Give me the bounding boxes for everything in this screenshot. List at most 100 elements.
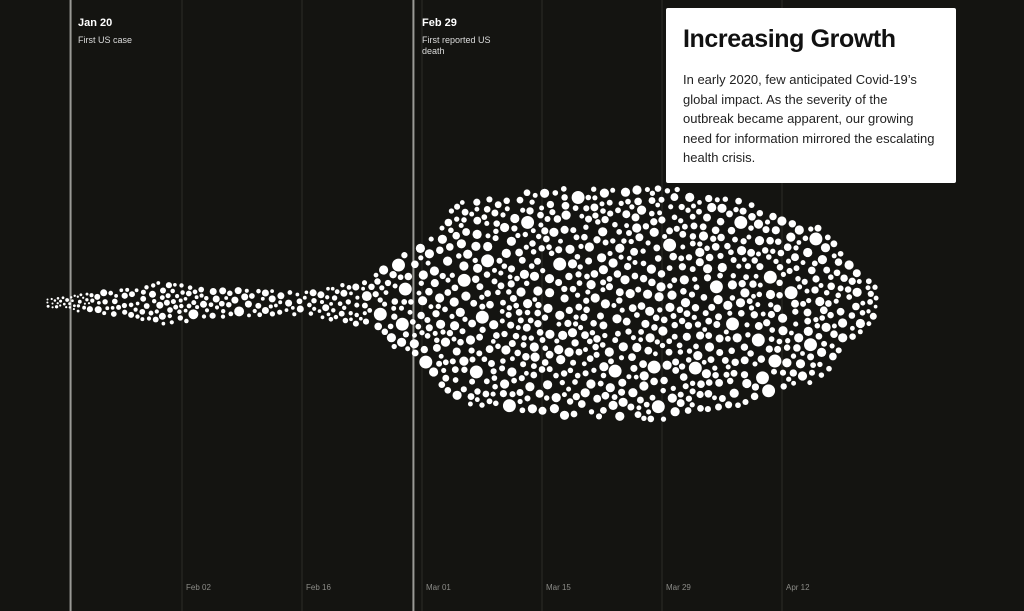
article-bubble: [561, 210, 571, 220]
article-bubble: [148, 290, 157, 298]
article-bubble: [649, 394, 656, 401]
article-bubble: [56, 297, 60, 300]
article-bubble: [668, 204, 674, 210]
article-bubble: [461, 217, 467, 223]
article-bubble: [793, 321, 799, 327]
article-bubble: [660, 316, 668, 324]
article-bubble: [578, 324, 584, 331]
article-bubble: [218, 300, 225, 307]
article-bubble: [105, 306, 110, 311]
article-bubble: [474, 206, 480, 212]
article-bubble: [111, 298, 118, 305]
article-bubble: [540, 188, 550, 198]
article-bubble: [685, 395, 693, 402]
article-bubble: [241, 293, 249, 301]
article-bubble: [544, 274, 555, 284]
article-bubble: [833, 269, 841, 277]
article-bubble: [691, 314, 697, 321]
article-bubble: [731, 358, 739, 367]
article-bubble: [528, 335, 534, 341]
article-bubble: [791, 299, 799, 308]
article-bubble: [50, 297, 53, 301]
article-bubble: [717, 252, 724, 259]
article-bubble: [581, 233, 588, 241]
article-bubble: [186, 303, 192, 309]
article-bubble: [756, 371, 769, 385]
article-bubble: [458, 222, 464, 229]
article-bubble: [361, 302, 368, 309]
article-bubble: [744, 263, 751, 270]
article-bubble: [786, 232, 796, 242]
article-bubble: [658, 196, 665, 203]
article-bubble: [296, 305, 304, 313]
article-bubble: [87, 302, 91, 305]
article-bubble: [808, 369, 816, 376]
article-bubble: [582, 370, 589, 377]
article-bubble: [534, 320, 542, 328]
article-bubble: [628, 388, 638, 398]
article-bubble: [614, 330, 621, 337]
article-bubble: [631, 272, 639, 280]
article-bubble: [756, 291, 763, 298]
article-bubble: [534, 257, 541, 265]
article-bubble: [835, 347, 842, 354]
article-bubble: [442, 359, 449, 366]
article-bubble: [504, 206, 510, 212]
article-bubble: [740, 288, 750, 298]
article-bubble: [695, 247, 705, 257]
article-bubble: [490, 391, 496, 397]
article-bubble: [449, 272, 455, 278]
article-bubble: [404, 272, 413, 281]
article-bubble: [409, 319, 416, 325]
article-bubble: [270, 289, 274, 293]
article-bubble: [705, 317, 713, 325]
article-bubble: [524, 395, 531, 402]
article-bubble: [499, 309, 505, 314]
article-bubble: [795, 276, 801, 282]
article-bubble: [322, 304, 330, 312]
article-bubble: [789, 330, 794, 336]
article-bubble: [685, 207, 691, 213]
article-bubble: [529, 271, 540, 281]
article-bubble: [419, 355, 433, 369]
article-bubble: [484, 220, 490, 226]
article-bubble: [567, 328, 578, 338]
article-bubble: [476, 333, 484, 341]
article-bubble: [46, 301, 49, 304]
article-bubble: [567, 367, 574, 374]
article-bubble: [554, 345, 564, 355]
article-bubble: [751, 333, 765, 347]
article-bubble: [457, 273, 471, 287]
article-bubble: [708, 303, 716, 311]
article-bubble: [746, 298, 753, 305]
story-card: Increasing Growth In early 2020, few ant…: [666, 8, 956, 183]
article-bubble: [429, 367, 439, 377]
article-bubble: [738, 280, 746, 288]
article-bubble: [418, 296, 428, 306]
article-bubble: [452, 390, 462, 400]
article-bubble: [639, 381, 649, 391]
article-bubble: [570, 227, 577, 234]
article-bubble: [59, 304, 62, 307]
article-bubble: [502, 399, 516, 413]
article-bubble: [712, 395, 717, 401]
article-bubble: [743, 274, 749, 280]
article-bubble: [451, 366, 459, 373]
article-bubble: [639, 274, 648, 283]
article-bubble: [548, 250, 555, 257]
article-bubble: [852, 269, 861, 278]
article-bubble: [493, 220, 500, 227]
article-bubble: [362, 318, 370, 325]
article-bubble: [432, 330, 438, 336]
article-bubble: [377, 297, 383, 303]
article-bubble: [604, 347, 614, 357]
article-bubble: [85, 292, 89, 296]
article-bubble: [549, 404, 559, 414]
article-bubble: [828, 274, 834, 280]
article-bubble: [704, 342, 715, 352]
article-bubble: [188, 309, 199, 320]
article-bubble: [560, 186, 567, 192]
article-bubble: [848, 312, 856, 319]
article-bubble: [606, 275, 613, 282]
event-note-label: First US case: [78, 35, 133, 45]
